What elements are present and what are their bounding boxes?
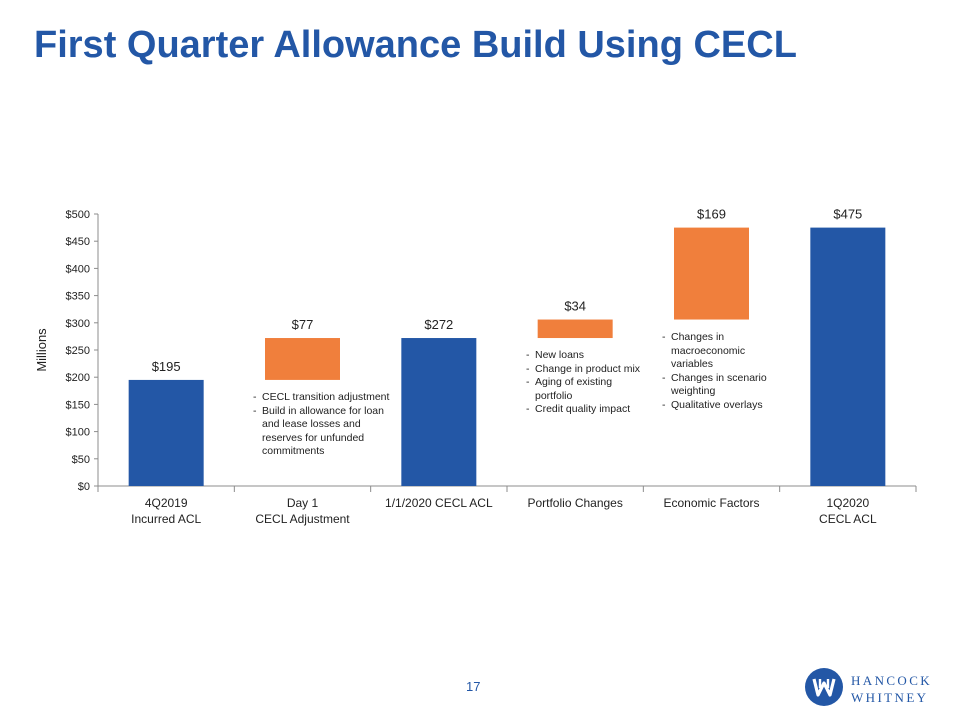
slide-title: First Quarter Allowance Build Using CECL [34, 24, 797, 66]
annotation-item: CECL transition adjustment [253, 391, 389, 405]
bar-total [401, 338, 477, 486]
annotation-line: Changes in [671, 331, 725, 343]
bar-annotation: New loansChange in product mixAging of e… [526, 349, 640, 417]
x-tick-label: 1/1/2020 CECL ACL [385, 496, 493, 510]
annotation-line: Credit quality impact [535, 403, 631, 415]
y-tick-label: $250 [66, 345, 90, 357]
x-tick-label: Portfolio Changes [527, 496, 622, 510]
annotation-line: portfolio [535, 389, 573, 402]
annotation-line: New loans [535, 349, 585, 361]
annotation-line: and lease losses and [262, 418, 361, 430]
y-axis-title: Millions [34, 328, 49, 372]
annotation-line: CECL transition adjustment [262, 391, 390, 403]
annotation-line: Changes in scenario [671, 371, 767, 384]
bar-delta [265, 338, 340, 380]
annotation-line: commitments [262, 445, 325, 457]
logo-word-hancock: HANCOCK [851, 673, 933, 688]
data-label: $77 [292, 317, 314, 332]
y-tick-label: $200 [66, 372, 90, 384]
x-tick-label: CECL ACL [819, 512, 877, 526]
x-tick-label: Day 1 [287, 496, 319, 510]
x-tick-label: 1Q2020 [826, 496, 869, 510]
data-label: $272 [424, 317, 453, 332]
page-number: 17 [466, 679, 481, 694]
x-tick-label: Economic Factors [663, 496, 759, 510]
bar-delta [674, 227, 749, 320]
logo-mark-icon [805, 668, 843, 706]
data-label: $34 [564, 299, 586, 314]
y-tick-label: $500 [66, 209, 90, 221]
y-tick-label: $350 [66, 291, 90, 303]
annotation-line: weighting [671, 385, 716, 397]
bar-total [810, 227, 886, 486]
data-label: $169 [697, 207, 726, 222]
waterfall-chart: $0 $50 $100 $150 $200 $250 $300 $350 $400 $450 $50… [34, 207, 917, 526]
data-label: $195 [152, 359, 181, 374]
annotation-item: Change in product mix [526, 363, 640, 377]
x-tick-label: CECL Adjustment [255, 512, 350, 526]
annotation-line: Build in allowance for loan [262, 404, 384, 417]
bar-total [128, 379, 204, 486]
annotation-line: macroeconomic [671, 344, 746, 357]
annotation-item: Qualitative overlays [662, 399, 767, 413]
y-tick-label: $450 [66, 236, 90, 248]
annotation-item: New loans [526, 349, 640, 363]
annotation-line: reserves for unfunded [262, 431, 365, 444]
logo-word-whitney: WHITNEY [851, 690, 929, 705]
y-tick-label: $50 [72, 454, 90, 466]
bar-delta [537, 319, 613, 339]
y-tick-label: $300 [66, 318, 90, 330]
bar-annotation: CECL transition adjustmentBuild in allow… [253, 391, 389, 459]
annotation-line: Aging of existing [535, 376, 613, 388]
data-label: $475 [833, 207, 862, 222]
annotation-line: Change in product mix [535, 362, 641, 375]
x-tick-label: Incurred ACL [131, 512, 201, 526]
y-tick-label: $400 [66, 263, 90, 275]
bar-annotation: Changes inmacroeconomicvariablesChanges … [662, 331, 767, 412]
annotation-item: Credit quality impact [526, 403, 640, 417]
x-tick-label: 4Q2019 [145, 496, 188, 510]
y-tick-label: $100 [66, 427, 90, 439]
hancock-whitney-logo: HANCOCK WHITNEY [805, 668, 935, 708]
annotation-line: Qualitative overlays [671, 398, 763, 411]
annotation-line: variables [671, 358, 714, 370]
y-tick-label: $0 [78, 481, 90, 493]
y-tick-label: $150 [66, 399, 90, 411]
